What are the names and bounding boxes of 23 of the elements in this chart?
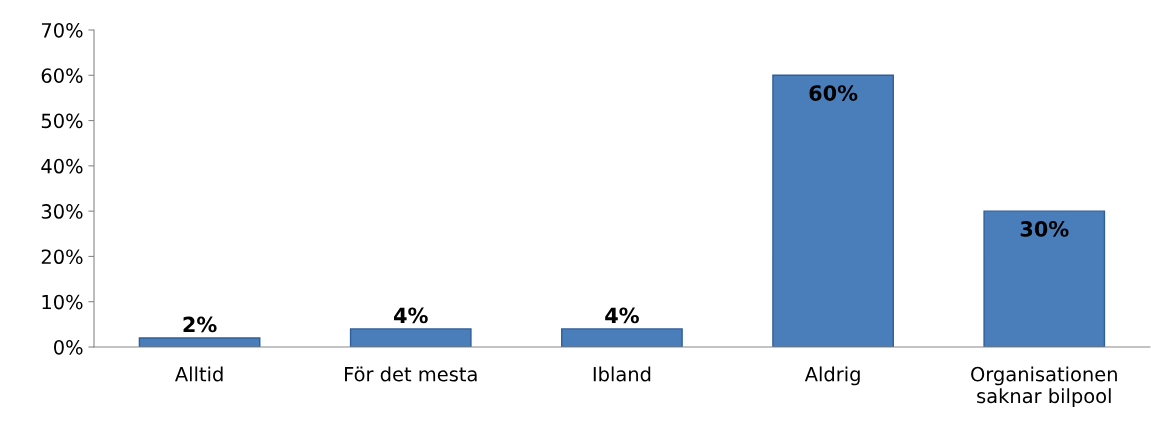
y-tick-label: 0%	[54, 339, 83, 355]
y-tick-label: 60%	[41, 68, 83, 83]
data-label: 4%	[394, 307, 428, 324]
y-tick-label: 20%	[41, 249, 83, 265]
bar	[561, 328, 683, 347]
y-tick-label: 40%	[41, 158, 83, 174]
bar	[349, 328, 472, 347]
y-tick-label: 30%	[41, 204, 83, 219]
y-tick-label: 50%	[41, 113, 83, 129]
x-tick-label: Ibland	[593, 366, 651, 382]
y-tick-label: 70%	[41, 22, 83, 38]
bar	[772, 74, 894, 347]
data-label: 4%	[605, 307, 639, 324]
data-label: 2%	[183, 316, 217, 333]
x-tick-label: Aldrig	[804, 366, 860, 386]
data-label: 30%	[1020, 221, 1069, 237]
bar	[138, 337, 261, 347]
x-tick-label: Alltid	[175, 366, 223, 382]
y-tick-label: 10%	[42, 294, 83, 310]
data-label: 60%	[809, 85, 858, 101]
bar	[983, 210, 1106, 347]
x-tick-label: För det mesta	[345, 366, 477, 382]
x-tick-label: Organisationen saknar bilpool	[971, 366, 1117, 408]
